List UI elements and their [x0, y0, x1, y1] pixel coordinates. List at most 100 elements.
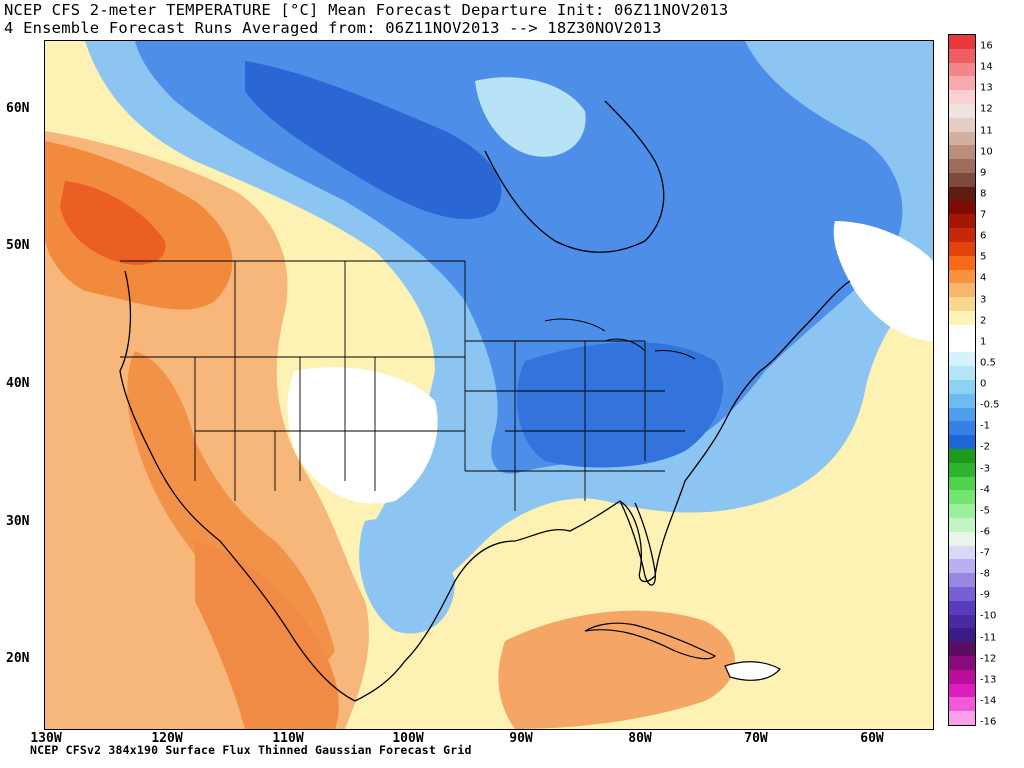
colorbar-label: 9 [980, 167, 987, 179]
colorbar-label: -0.5 [980, 399, 1000, 411]
colorbar-label: -12 [980, 653, 997, 665]
chart-title: NCEP CFS 2-meter TEMPERATURE [°C] Mean F… [4, 1, 729, 19]
colorbar-cell [949, 449, 975, 464]
colorbar-cell [949, 421, 975, 436]
chart-subtitle: 4 Ensemble Forecast Runs Averaged from: … [4, 19, 662, 37]
colorbar-label: -2 [980, 441, 990, 453]
colorbar-cell [949, 117, 975, 133]
colorbar-cell [949, 214, 975, 229]
lon-label-80w: 80W [628, 731, 652, 746]
colorbar-label: 0 [980, 378, 987, 390]
temperature-anomaly-map [44, 40, 934, 730]
colorbar-cell [949, 311, 975, 326]
colorbar-label: 10 [980, 146, 993, 158]
lon-label-120w: 120W [151, 731, 183, 746]
colorbar-cell [949, 559, 975, 574]
colorbar-cell [949, 145, 975, 160]
colorbar-cell [949, 269, 975, 284]
colorbar-cell [949, 35, 975, 50]
colorbar-label: 6 [980, 230, 987, 242]
lon-label-70w: 70W [744, 731, 768, 746]
lon-label-130w: 130W [30, 731, 62, 746]
colorbar-cell [949, 669, 975, 685]
colorbar-label: 16 [980, 40, 993, 52]
colorbar-cell [949, 131, 975, 146]
colorbar-label: 11 [980, 125, 993, 136]
colorbar-cell [949, 48, 975, 64]
colorbar-cell [949, 587, 975, 602]
colorbar-cell [949, 283, 975, 298]
colorbar-cell [949, 186, 975, 202]
colorbar-cell [949, 352, 975, 367]
colorbar-label: 0.5 [980, 357, 996, 369]
colorbar-cell [949, 104, 975, 119]
colorbar-label: -8 [980, 568, 990, 580]
lat-label-30n: 30N [6, 514, 30, 529]
colorbar-cell [949, 504, 975, 519]
colorbar-cell [949, 642, 975, 657]
colorbar-cell [949, 297, 975, 312]
lat-label-40n: 40N [6, 376, 30, 391]
great-lakes-outline [544, 318, 696, 360]
cold-field-east-us [516, 342, 724, 468]
colorbar-cell [949, 628, 975, 643]
colorbar-label: 14 [980, 61, 993, 73]
lat-label-50n: 50N [6, 238, 30, 253]
colorbar-cell [949, 656, 975, 671]
colorbar-label: -4 [980, 484, 990, 496]
colorbar-cell [949, 531, 975, 547]
color-scale-legend [948, 34, 976, 726]
colorbar-cell [949, 228, 975, 243]
colorbar-label: 7 [980, 209, 987, 221]
map-canvas [45, 41, 933, 729]
colorbar-label: 1 [980, 336, 987, 348]
colorbar-cell [949, 159, 975, 174]
colorbar-label: 5 [980, 251, 987, 263]
cold-field-deep [245, 61, 502, 220]
cold-field-lightblue-fringe [475, 77, 586, 157]
grid-info-footer: NCEP CFSv2 384x190 Surface Flux Thinned … [30, 743, 472, 757]
colorbar-label: -7 [980, 547, 990, 559]
colorbar-label: -14 [980, 695, 997, 707]
colorbar-cell [949, 324, 975, 340]
colorbar-cell [949, 518, 975, 533]
colorbar-label: -11 [980, 632, 997, 643]
colorbar-label: 4 [980, 272, 987, 284]
colorbar-cell [949, 200, 975, 215]
colorbar-label: 8 [980, 188, 987, 200]
colorbar-label: -3 [980, 463, 990, 474]
colorbar-label: -1 [980, 420, 990, 432]
colorbar-cell [949, 380, 975, 395]
lon-label-60w: 60W [860, 731, 884, 746]
neutral-gap-plains [287, 367, 438, 504]
colorbar-cell [949, 600, 975, 616]
state-and-national-borders [120, 260, 685, 511]
colorbar-cell [949, 242, 975, 257]
colorbar-cell [949, 545, 975, 560]
hispaniola-outline [724, 661, 781, 681]
colorbar-cell [949, 76, 975, 91]
colorbar-cell [949, 173, 975, 188]
colorbar-label: 3 [980, 294, 987, 305]
coastline-outlines [119, 270, 851, 702]
colorbar-cell [949, 683, 975, 698]
colorbar-cell [949, 366, 975, 381]
colorbar-label: -9 [980, 589, 990, 601]
colorbar-cell [949, 338, 975, 353]
colorbar-cell [949, 407, 975, 422]
lat-label-20n: 20N [6, 651, 30, 666]
florida-outline [619, 500, 656, 586]
warm-field-mexico [195, 541, 339, 729]
colorbar-cell [949, 573, 975, 588]
colorbar-cell [949, 614, 975, 629]
warm-field-caribbean [498, 610, 735, 729]
colorbar-label: 12 [980, 103, 993, 115]
cold-field-gulf [359, 519, 455, 634]
colorbar-label: 13 [980, 82, 993, 94]
colorbar-label: 2 [980, 315, 987, 327]
lon-label-90w: 90W [509, 731, 533, 746]
lon-label-110w: 110W [272, 731, 304, 746]
lon-label-100w: 100W [392, 731, 424, 746]
colorbar-cell [949, 476, 975, 491]
colorbar-label: -13 [980, 674, 997, 686]
